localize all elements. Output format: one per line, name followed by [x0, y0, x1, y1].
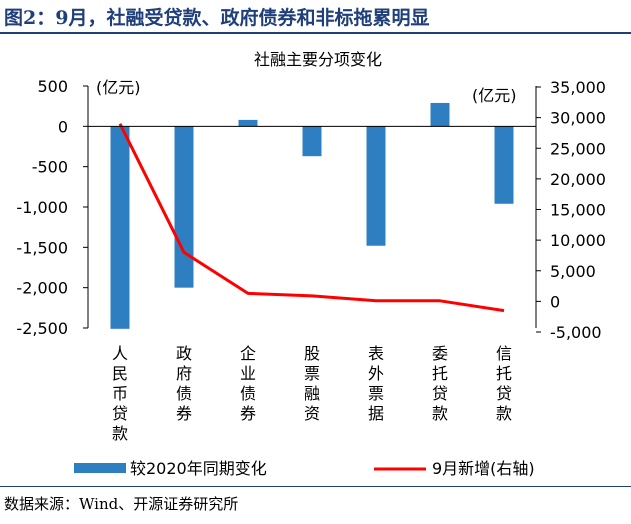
category-label: 信托贷款	[496, 344, 512, 423]
legend-line-label: 9月新增(右轴)	[432, 459, 535, 478]
right-tick-label: 15,000	[550, 201, 606, 220]
left-tick-label: -2,500	[16, 319, 68, 338]
chart-area: 社融主要分项变化 500 0 -500 -1,000 -1,500 -2,000 -2,50…	[16, 50, 606, 478]
left-tick-label: 0	[58, 117, 68, 136]
source-note: 数据来源：Wind、开源证券研究所	[4, 495, 239, 513]
left-tick-label: 500	[37, 77, 68, 96]
category-label: 企业债券	[240, 344, 256, 423]
right-tick-label: 0	[550, 292, 560, 311]
left-axis-unit: (亿元)	[96, 78, 141, 97]
left-tick-label: -500	[32, 158, 68, 177]
bar	[430, 102, 450, 127]
category-label: 政府债券	[176, 344, 192, 423]
category-label: 委托贷款	[432, 344, 448, 423]
figure-title: 图2：9月，社融受贷款、政府债券和非标拖累明显	[4, 7, 430, 29]
left-tick-label: -1,500	[16, 238, 68, 257]
category-label: 表外票据	[368, 344, 384, 423]
bar	[302, 126, 322, 157]
left-tick-label: -2,000	[16, 279, 68, 298]
bar	[366, 126, 386, 246]
bar	[174, 126, 194, 288]
figure-title-bar: 图2：9月，社融受贷款、政府债券和非标拖累明显	[0, 0, 631, 34]
source-divider	[0, 486, 631, 487]
bar-series	[110, 102, 514, 329]
legend-bar-swatch	[74, 463, 126, 473]
bar	[110, 126, 130, 329]
right-tick-label: 30,000	[550, 109, 606, 128]
right-tick-label: 10,000	[550, 231, 606, 250]
left-tick-label: -1,000	[16, 198, 68, 217]
category-labels: 人民币贷款 政府债券 企业债券 股票融资 表外票据 委托贷款 信托贷款	[112, 344, 512, 443]
category-label: 人民币贷款	[112, 344, 128, 443]
category-label: 股票融资	[304, 344, 320, 423]
bar	[494, 126, 514, 204]
right-tick-label: 35,000	[550, 78, 606, 97]
right-tick-label: 5,000	[550, 262, 596, 281]
right-tick-label: 20,000	[550, 170, 606, 189]
right-axis-unit: (亿元)	[472, 86, 517, 105]
right-tick-label: -5,000	[550, 323, 602, 342]
right-tick-label: 25,000	[550, 139, 606, 158]
bar	[238, 119, 258, 127]
axes	[87, 86, 537, 328]
line-series	[118, 123, 505, 313]
right-axis-ticks: 35,000 30,000 25,000 20,000 15,000 10,000 5,00…	[472, 78, 606, 342]
legend-bar-label: 较2020年同期变化	[130, 459, 267, 478]
chart-title: 社融主要分项变化	[254, 50, 382, 69]
left-axis-ticks: 500 0 -500 -1,000 -1,500 -2,000 -2,500 (亿元)	[16, 77, 140, 338]
legend: 较2020年同期变化 9月新增(右轴)	[74, 459, 535, 478]
